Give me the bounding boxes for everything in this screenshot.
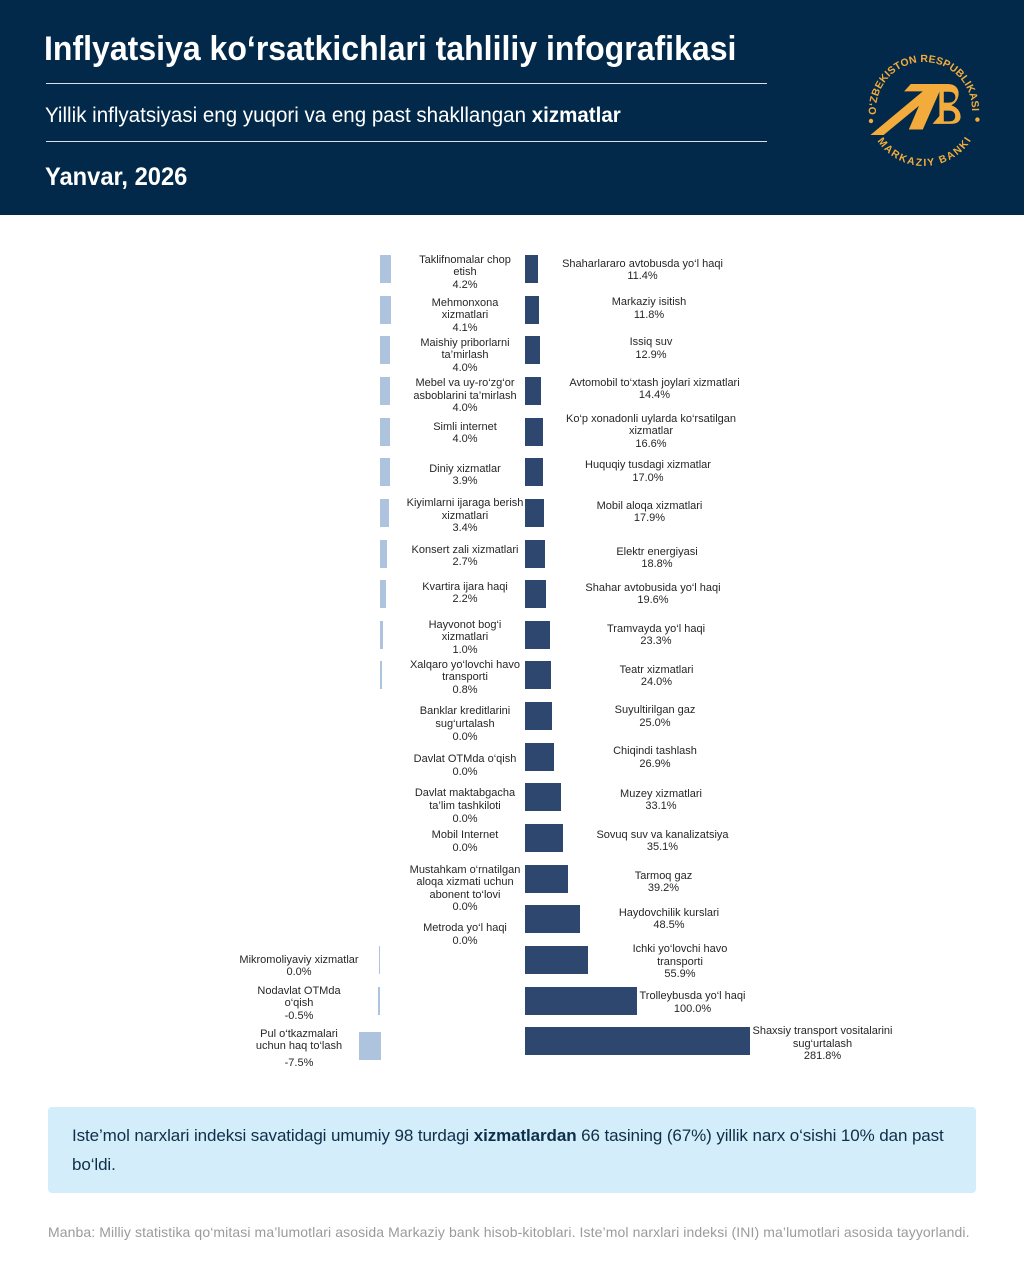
svg-text:MARKAZIY BANKI: MARKAZIY BANKI	[875, 135, 975, 170]
